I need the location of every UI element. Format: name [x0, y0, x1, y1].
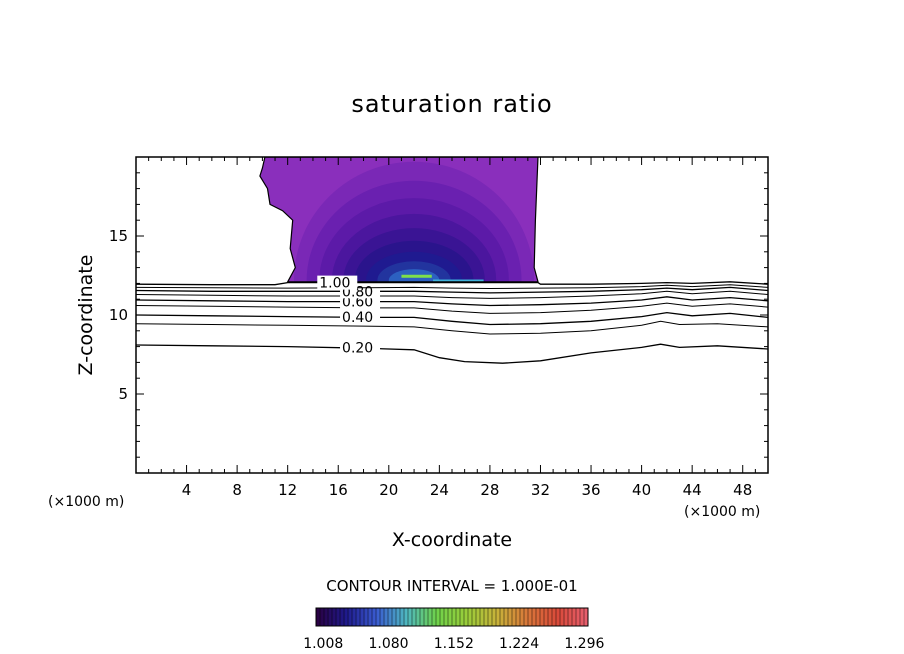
contour-label-0.60: 0.60 — [342, 295, 373, 311]
y-tick-label: 10 — [109, 306, 128, 324]
contour-line-6 — [136, 290, 768, 299]
y-axis-title: Z-coordinate — [75, 255, 97, 376]
x-tick-label: 20 — [379, 481, 398, 499]
contour-line-8 — [136, 284, 768, 290]
contour-label-bg — [317, 275, 358, 290]
x-unit-right: (×1000 m) — [684, 504, 760, 520]
colorbar-labels: 1.008 1.080 1.152 1.224 1.296 — [303, 636, 604, 652]
contour-label-bg — [340, 340, 381, 355]
x-tick-label: 48 — [733, 481, 752, 499]
colorbar-frame — [315, 607, 589, 627]
contour-lines-layer: 0.200.400.600.801.00 — [136, 275, 768, 364]
region-band-9 — [388, 269, 440, 282]
x-tick-label: 8 — [232, 481, 242, 499]
contour-line-7 — [136, 286, 768, 294]
colorbar-label: 1.296 — [564, 636, 604, 652]
contour-line-1 — [136, 343, 768, 364]
contour-interval-text: CONTOUR INTERVAL = 1.000E-01 — [326, 577, 577, 595]
x-tick-label: 36 — [581, 481, 600, 499]
colorbar-label: 1.224 — [499, 636, 539, 652]
x-tick-label: 16 — [329, 481, 348, 499]
colorbar-label: 1.152 — [434, 636, 474, 652]
x-tick-label: 32 — [531, 481, 550, 499]
contour-line-4 — [136, 302, 768, 314]
y-tick-label: 5 — [118, 385, 128, 403]
region-bands — [294, 161, 535, 282]
x-tick-label: 28 — [480, 481, 499, 499]
contour-line-5 — [136, 296, 768, 307]
x-tick-label: 24 — [430, 481, 449, 499]
contour-label-1.00: 1.00 — [319, 276, 350, 292]
contour-label-0.40: 0.40 — [342, 310, 373, 326]
colorbar: 1.008 1.080 1.152 1.224 1.296 — [303, 607, 604, 652]
x-tick-label: 40 — [632, 481, 651, 499]
x-tick-label: 44 — [683, 481, 702, 499]
colorbar-label: 1.008 — [303, 636, 343, 652]
colorbar-bands — [319, 608, 585, 626]
x-tick-label: 12 — [278, 481, 297, 499]
contour-label-0.20: 0.20 — [342, 341, 373, 357]
contour-line-9 — [136, 281, 768, 286]
colorbar-label: 1.080 — [368, 636, 408, 652]
x-axis-title: X-coordinate — [392, 529, 512, 551]
x-tick-label: 4 — [182, 481, 192, 499]
saturation-fill-layer — [259, 157, 539, 283]
x-unit-left: (×1000 m) — [48, 494, 124, 510]
contour-line-2 — [136, 320, 768, 335]
chart-title: saturation ratio — [351, 90, 552, 118]
y-tick-label: 15 — [109, 227, 128, 245]
contour-line-3 — [136, 311, 768, 326]
region-outline — [259, 157, 539, 283]
contour-label-bg — [340, 310, 381, 325]
